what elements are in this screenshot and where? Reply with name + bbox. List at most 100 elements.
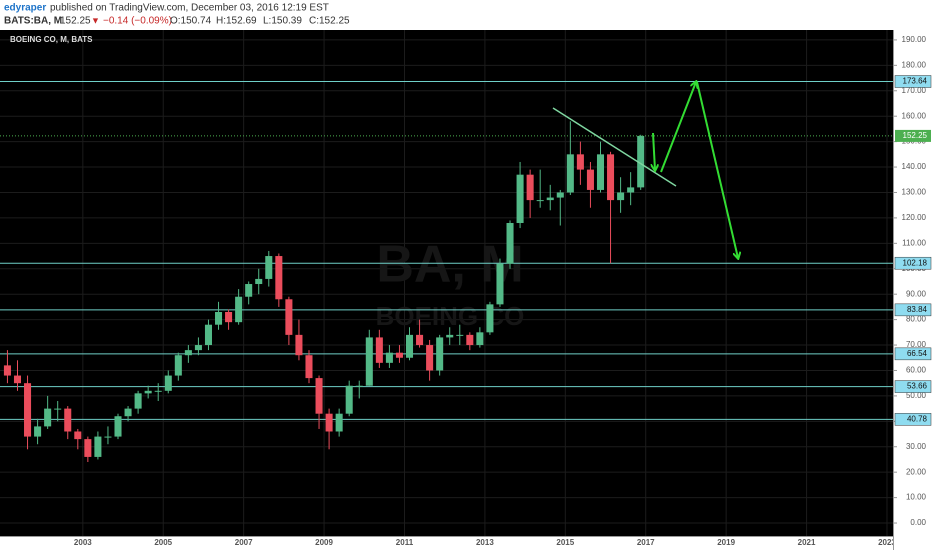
candle-body — [506, 222, 514, 264]
candle-body — [275, 256, 283, 300]
candle-body — [335, 413, 343, 432]
candle-body — [225, 311, 233, 323]
candle-body — [627, 187, 635, 193]
price-label-box — [895, 129, 931, 142]
candle-body — [144, 390, 152, 394]
candle-body — [285, 299, 293, 335]
candle-body — [395, 352, 403, 358]
x-tick-label: 2021 — [798, 538, 816, 547]
x-tick-label: 2015 — [556, 538, 574, 547]
candle-body — [154, 390, 162, 392]
x-tick-label: 2017 — [637, 538, 655, 547]
y-tick-label: 80.00 — [906, 315, 927, 324]
y-tick-label: 130.00 — [902, 188, 927, 197]
candle-body — [325, 413, 333, 432]
plot-background — [0, 30, 893, 536]
x-tick-label: 2003 — [74, 538, 92, 547]
candle-body — [215, 311, 223, 325]
y-tick-label: 10.00 — [906, 493, 927, 502]
x-tick-label: 2013 — [476, 538, 494, 547]
candle-body — [104, 436, 112, 438]
candle-body — [446, 334, 454, 338]
candle-body — [265, 256, 273, 279]
candle-body — [436, 337, 444, 371]
candle-body — [375, 337, 383, 363]
candle-body — [84, 439, 92, 457]
author: edyraper — [4, 3, 46, 14]
published: published on TradingView.com, December 0… — [50, 3, 329, 14]
candle-body — [204, 324, 212, 346]
change: −0.14 (−0.09%) — [103, 16, 172, 27]
candle-body — [617, 192, 625, 201]
level-label-box — [894, 347, 932, 361]
candle-body — [245, 284, 253, 297]
candle-body — [416, 334, 424, 346]
y-tick-label: 90.00 — [906, 289, 927, 298]
level-label-box — [894, 413, 932, 426]
candle-body — [476, 332, 484, 346]
x-tick-label: 2019 — [717, 538, 735, 547]
candle-body — [13, 375, 22, 384]
level-label-box — [894, 380, 932, 393]
candle-body — [235, 296, 243, 323]
level-label-box — [894, 256, 932, 270]
candle-body — [315, 378, 323, 414]
low: L:150.39 — [263, 16, 302, 27]
candle-body — [456, 334, 464, 336]
candle-body — [3, 365, 11, 376]
close: C:152.25 — [309, 16, 350, 27]
x-tick-label: 2011 — [396, 538, 414, 547]
candle-body — [295, 334, 303, 356]
candle-body — [94, 436, 102, 457]
y-tick-label: 140.00 — [902, 162, 927, 171]
candle-body — [385, 352, 393, 363]
candle-body — [34, 426, 42, 437]
y-tick-label: 110.00 — [902, 238, 926, 247]
level-label: 40.78 — [907, 414, 928, 423]
open: O:150.74 — [170, 16, 212, 27]
symbol: BATS:BA, M — [4, 16, 62, 27]
y-tick-label: 30.00 — [906, 442, 927, 451]
y-tick-label: 160.00 — [902, 111, 927, 120]
candle-body — [566, 154, 574, 193]
y-tick-label: 60.00 — [906, 366, 927, 375]
watermark: BOEING CO — [376, 301, 525, 331]
chart-title: BOEING CO, M, BATS — [10, 35, 93, 44]
candle-body — [516, 174, 524, 223]
y-tick-label: 0.00 — [910, 518, 926, 527]
candle-body — [74, 431, 82, 440]
trend-line — [552, 107, 677, 187]
x-axis: 2003 2005 2007 2009 2011 2013 2015 2017 2019 2021… — [74, 538, 896, 547]
candle-body — [546, 197, 554, 201]
x-tick-label: 2023 — [878, 538, 896, 547]
y-tick-label: 170.00 — [902, 86, 927, 95]
candle-body — [134, 393, 142, 409]
candle-body — [54, 408, 62, 410]
x-tick-label: 2009 — [315, 538, 333, 547]
candle-body — [255, 278, 263, 285]
candle-body — [596, 154, 605, 190]
candle-body — [114, 416, 122, 437]
candle-body — [426, 345, 434, 371]
candle-body — [194, 345, 202, 351]
y-tick-label: 20.00 — [906, 467, 927, 476]
candle-body — [496, 263, 504, 305]
candle-body — [536, 200, 544, 202]
y-tick-label: 120.00 — [902, 213, 927, 222]
y-tick-label: 180.00 — [902, 60, 927, 69]
candle-body — [355, 385, 363, 387]
level-label-box — [894, 303, 932, 317]
candle-body — [345, 385, 353, 414]
candle-body — [586, 169, 594, 190]
high: H:152.69 — [216, 16, 257, 27]
direction: ▼ — [91, 15, 100, 25]
candle-body — [174, 355, 182, 376]
arrow — [696, 81, 738, 258]
candle-body — [637, 135, 645, 188]
arrow — [653, 132, 655, 170]
price: 152.25 — [60, 16, 91, 27]
y-tick-label: 50.00 — [906, 391, 927, 400]
